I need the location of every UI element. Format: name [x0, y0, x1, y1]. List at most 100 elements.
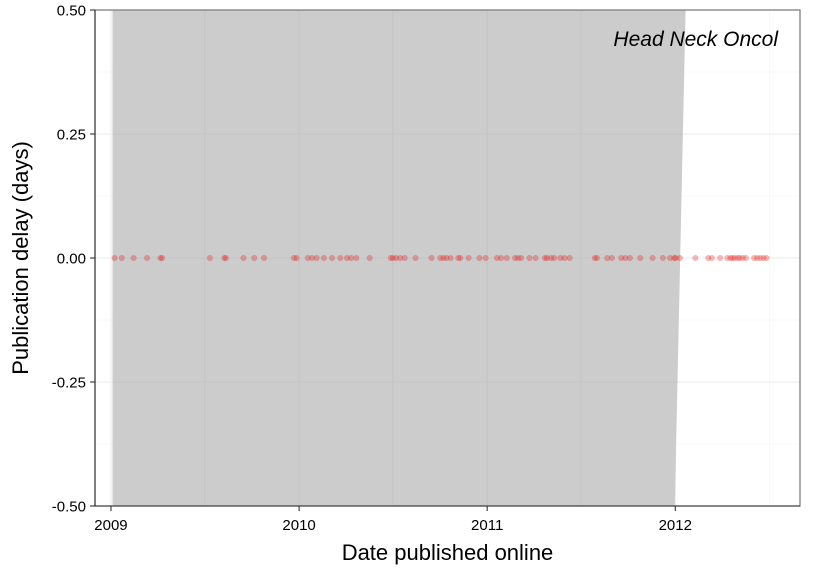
data-point — [649, 254, 656, 262]
data-point — [760, 254, 767, 262]
data-point — [742, 254, 749, 262]
data-point — [437, 254, 444, 262]
data-point — [692, 254, 699, 262]
journal-annotation: Head Neck Oncol — [613, 28, 779, 51]
data-point — [221, 254, 228, 262]
data-point — [440, 254, 447, 262]
data-point — [401, 254, 408, 262]
data-point — [158, 254, 166, 262]
x-tick-label: 2012 — [659, 517, 692, 534]
data-point — [526, 254, 533, 262]
data-point — [397, 254, 404, 262]
y-axis: 0.50 0.25 0.00 -0.25 -0.50 — [52, 3, 96, 516]
data-point — [476, 254, 483, 262]
data-point — [591, 254, 598, 262]
data-point — [717, 254, 724, 262]
data-point — [729, 254, 736, 262]
data-point — [618, 254, 625, 262]
data-point — [389, 254, 396, 262]
x-tick-label: 2010 — [282, 517, 315, 534]
data-point — [548, 254, 555, 262]
x-axis: 2009 2010 2011 2012 — [94, 505, 800, 534]
data-point — [387, 254, 394, 262]
y-tick-label: 0.25 — [57, 127, 86, 144]
shaded-region-gridlines — [112, 10, 683, 506]
data-point — [251, 254, 258, 262]
data-point — [724, 254, 731, 262]
data-point — [566, 254, 573, 262]
data-point — [313, 254, 320, 262]
data-point — [222, 254, 229, 262]
data-point — [447, 254, 454, 262]
data-point — [329, 254, 336, 262]
data-point — [503, 254, 510, 262]
x-axis-title: Date published online — [342, 540, 554, 565]
data-point — [353, 254, 360, 262]
data-point — [637, 254, 644, 262]
data-point — [532, 254, 539, 262]
data-point — [412, 254, 419, 262]
y-tick-label: -0.50 — [52, 499, 86, 516]
data-point — [290, 254, 297, 262]
data-point — [667, 254, 674, 262]
data-point — [511, 254, 519, 262]
data-point — [659, 254, 666, 262]
data-point — [157, 254, 164, 262]
data-point — [734, 254, 741, 262]
x-tick-label: 2011 — [471, 517, 503, 534]
data-point — [455, 254, 462, 262]
data-point — [118, 254, 125, 262]
y-axis-title: Publication delay (days) — [8, 141, 33, 375]
data-point — [676, 254, 683, 262]
data-point — [541, 254, 548, 262]
data-point — [111, 254, 118, 262]
data-point — [343, 254, 351, 262]
data-point — [751, 254, 758, 262]
data-point — [240, 254, 247, 262]
data-point — [518, 254, 525, 262]
data-point — [551, 254, 558, 262]
data-point — [604, 254, 611, 262]
data-point — [739, 254, 746, 262]
data-point — [731, 254, 738, 262]
data-point — [757, 254, 764, 262]
data-point — [626, 254, 633, 262]
data-point — [337, 254, 344, 262]
data-point — [206, 254, 213, 262]
data-point — [130, 254, 137, 262]
data-point — [457, 254, 464, 262]
data-point — [754, 254, 761, 262]
data-point — [366, 254, 373, 262]
data-point — [672, 254, 679, 262]
data-point — [705, 254, 712, 262]
data-point — [593, 254, 601, 262]
data-point — [392, 254, 400, 262]
data-point — [515, 254, 522, 262]
data-point — [428, 254, 435, 262]
data-point — [304, 254, 311, 262]
x-tick-label: 2009 — [94, 517, 127, 534]
data-point — [308, 254, 316, 262]
y-tick-label: -0.25 — [52, 375, 86, 392]
data-point — [561, 254, 568, 262]
data-point — [498, 254, 505, 262]
data-point — [493, 254, 501, 262]
data-point — [293, 254, 300, 262]
data-point — [543, 254, 551, 262]
data-point — [443, 254, 450, 262]
data-point — [482, 254, 489, 262]
data-point — [260, 254, 268, 262]
data-point — [727, 254, 734, 262]
data-point — [763, 254, 770, 262]
data-point — [736, 254, 743, 262]
data-point — [348, 254, 355, 262]
data-point — [622, 254, 629, 262]
data-point — [608, 254, 615, 262]
y-tick-label: 0.00 — [57, 251, 86, 268]
data-points — [111, 254, 770, 262]
data-point — [465, 254, 472, 262]
data-point — [671, 254, 678, 262]
data-point — [708, 254, 715, 262]
data-point — [144, 254, 151, 262]
